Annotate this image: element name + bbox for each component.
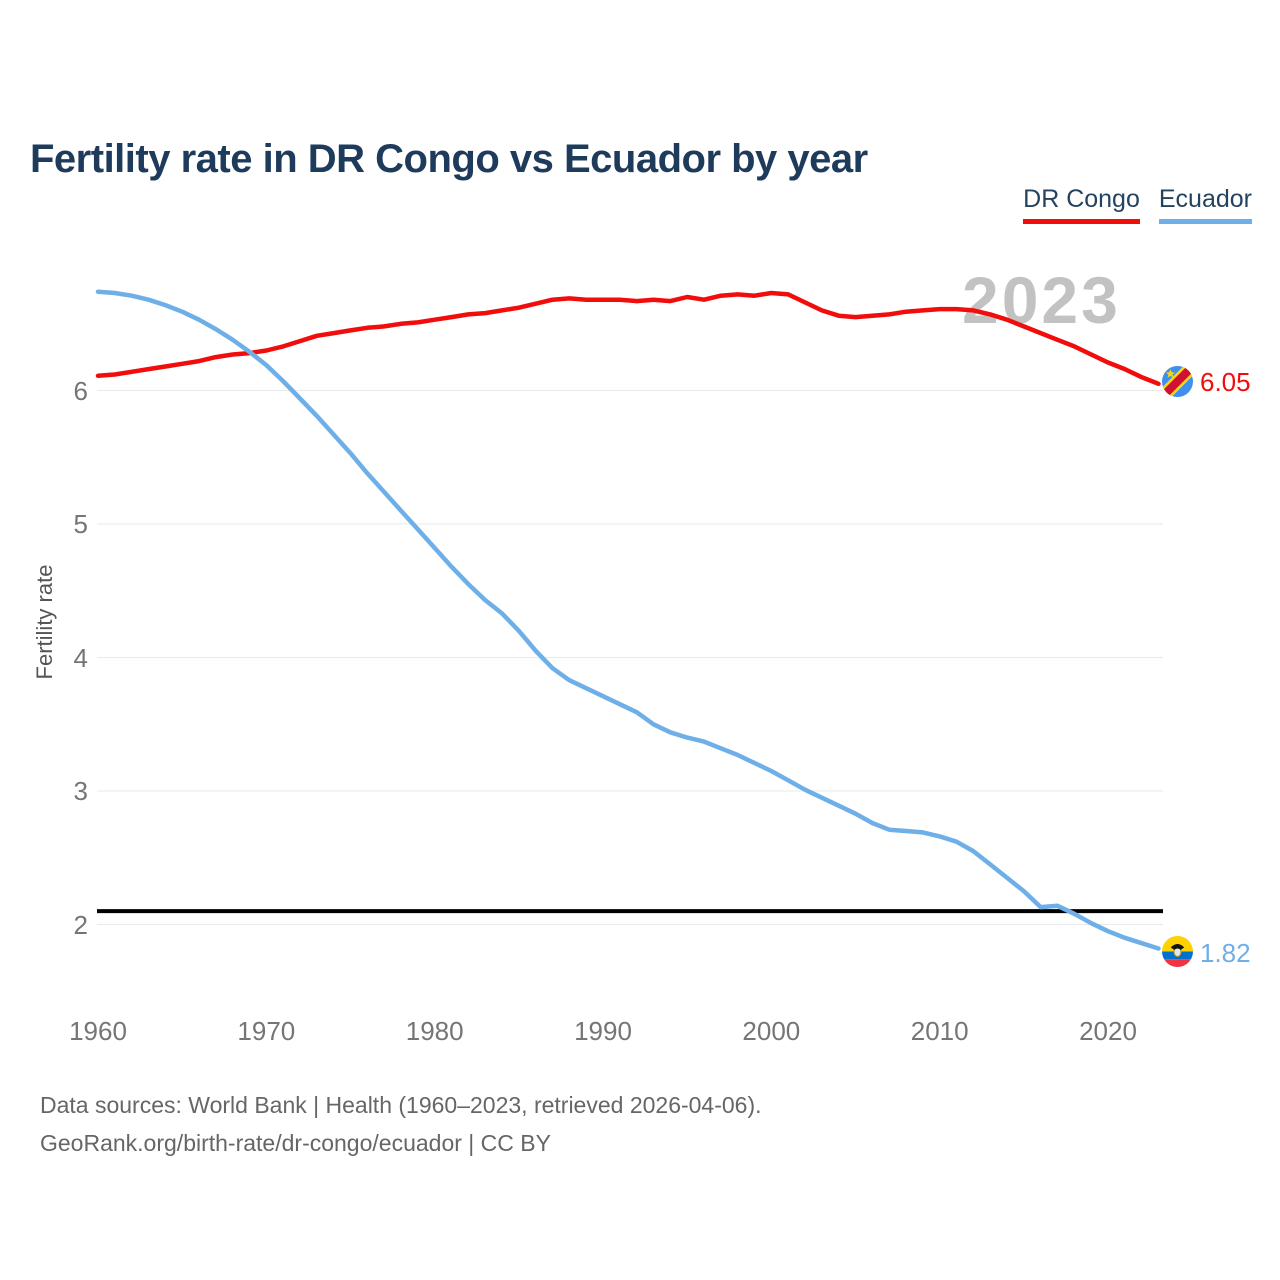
year-watermark: 2023 bbox=[962, 263, 1121, 337]
dr-congo-flag-icon bbox=[1162, 366, 1193, 397]
footer-sources-line: Data sources: World Bank | Health (1960–… bbox=[40, 1092, 762, 1118]
x-tick-label: 1990 bbox=[574, 1016, 632, 1046]
x-tick-label: 1980 bbox=[405, 1016, 464, 1046]
footer: Data sources: World Bank | Health (1960–… bbox=[40, 1086, 762, 1162]
page-title: Fertility rate in DR Congo vs Ecuador by… bbox=[30, 136, 868, 181]
dr-congo-end-value: 6.05 bbox=[1200, 367, 1251, 397]
y-tick-label: 2 bbox=[73, 909, 88, 940]
x-tick-label: 2010 bbox=[910, 1016, 969, 1046]
series-line-ecuador[interactable] bbox=[95, 289, 1161, 951]
x-tick-label: 1960 bbox=[69, 1016, 127, 1046]
ecuador-flag-icon bbox=[1162, 936, 1193, 967]
series-line-dr-congo[interactable] bbox=[95, 290, 1161, 387]
y-tick-label: 6 bbox=[73, 375, 88, 406]
legend-label-ecuador: Ecuador bbox=[1158, 185, 1252, 213]
ecuador-end-value: 1.82 bbox=[1200, 938, 1251, 968]
legend-label-dr-congo: DR Congo bbox=[1023, 185, 1140, 213]
y-tick-label: 5 bbox=[73, 509, 88, 539]
legend-item-dr-congo[interactable]: DR Congo bbox=[1023, 185, 1140, 224]
legend-item-ecuador[interactable]: Ecuador bbox=[1158, 185, 1252, 224]
y-tick-label: 3 bbox=[73, 776, 88, 806]
x-tick-label: 2020 bbox=[1079, 1016, 1137, 1046]
legend: DR Congo Ecuador bbox=[1023, 185, 1252, 224]
y-tick-label: 4 bbox=[73, 642, 88, 673]
x-tick-label: 2000 bbox=[742, 1016, 801, 1046]
footer-attribution-line: GeoRank.org/birth-rate/dr-congo/ecuador … bbox=[40, 1130, 551, 1156]
x-tick-label: 1970 bbox=[237, 1016, 296, 1046]
